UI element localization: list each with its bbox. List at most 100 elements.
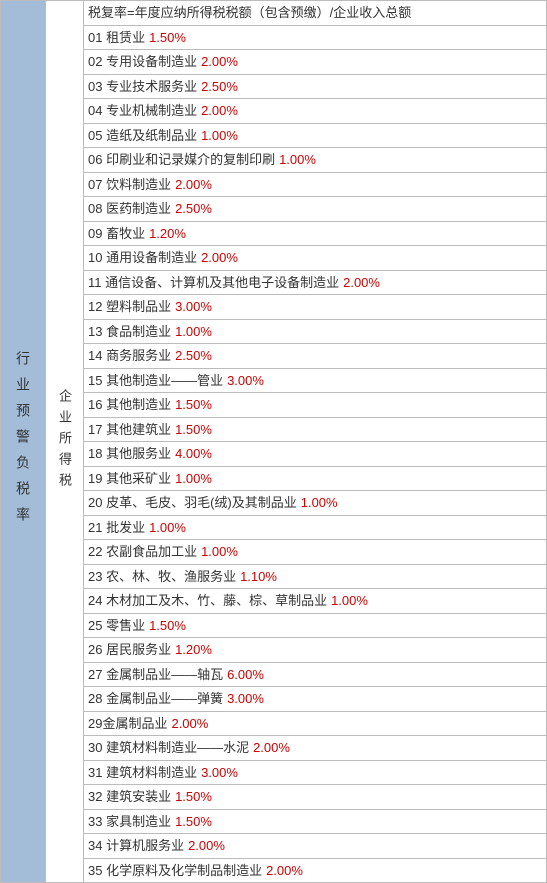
table-row: 07 饮料制造业2.00%	[84, 173, 546, 198]
row-label: 03 专业技术服务业	[88, 77, 197, 97]
table-row: 28 金属制品业——弹簧3.00%	[84, 687, 546, 712]
table-row: 26 居民服务业1.20%	[84, 638, 546, 663]
table-row: 18 其他服务业4.00%	[84, 442, 546, 467]
table-row: 14 商务服务业2.50%	[84, 344, 546, 369]
table-row: 17 其他建筑业1.50%	[84, 418, 546, 443]
table-row: 05 造纸及纸制品业1.00%	[84, 124, 546, 149]
row-percentage: 2.50%	[175, 346, 212, 366]
table-row: 06 印刷业和记录媒介的复制印刷1.00%	[84, 148, 546, 173]
row-percentage: 1.00%	[279, 150, 316, 170]
row-label: 28 金属制品业——弹簧	[88, 689, 223, 709]
row-percentage: 2.00%	[175, 175, 212, 195]
row-percentage: 1.00%	[201, 126, 238, 146]
row-percentage: 2.00%	[188, 836, 225, 856]
table-row: 13 食品制造业1.00%	[84, 320, 546, 345]
row-label: 23 农、林、牧、渔服务业	[88, 567, 236, 587]
table-row: 29金属制品业2.00%	[84, 712, 546, 737]
table-row: 10 通用设备制造业2.00%	[84, 246, 546, 271]
mid-header-cell: 企业所得税	[46, 1, 84, 882]
row-percentage: 2.00%	[266, 861, 303, 881]
table-row: 03 专业技术服务业2.50%	[84, 75, 546, 100]
row-percentage: 2.00%	[201, 52, 238, 72]
row-percentage: 1.00%	[149, 518, 186, 538]
table-row: 32 建筑安装业1.50%	[84, 785, 546, 810]
table-row: 01 租赁业1.50%	[84, 26, 546, 51]
row-percentage: 2.00%	[201, 101, 238, 121]
row-label: 16 其他制造业	[88, 395, 171, 415]
row-percentage: 2.00%	[253, 738, 290, 758]
row-label: 31 建筑材料制造业	[88, 763, 197, 783]
table-row: 15 其他制造业——管业3.00%	[84, 369, 546, 394]
table-row: 08 医药制造业2.50%	[84, 197, 546, 222]
row-label: 05 造纸及纸制品业	[88, 126, 197, 146]
table-row: 25 零售业1.50%	[84, 614, 546, 639]
row-label: 09 畜牧业	[88, 224, 145, 244]
row-label: 24 木材加工及木、竹、藤、棕、草制品业	[88, 591, 327, 611]
row-label: 10 通用设备制造业	[88, 248, 197, 268]
row-label: 25 零售业	[88, 616, 145, 636]
row-label: 19 其他采矿业	[88, 469, 171, 489]
row-label: 06 印刷业和记录媒介的复制印刷	[88, 150, 275, 170]
row-label: 29金属制品业	[88, 714, 167, 734]
row-percentage: 1.00%	[175, 322, 212, 342]
row-percentage: 1.50%	[149, 616, 186, 636]
table-row: 02 专用设备制造业2.00%	[84, 50, 546, 75]
row-label: 34 计算机服务业	[88, 836, 184, 856]
table-row: 11 通信设备、计算机及其他电子设备制造业2.00%	[84, 271, 546, 296]
table-row: 23 农、林、牧、渔服务业1.10%	[84, 565, 546, 590]
row-label: 08 医药制造业	[88, 199, 171, 219]
row-percentage: 3.00%	[175, 297, 212, 317]
row-label: 12 塑料制品业	[88, 297, 171, 317]
table-row: 21 批发业1.00%	[84, 516, 546, 541]
row-percentage: 1.20%	[175, 640, 212, 660]
row-label: 04 专业机械制造业	[88, 101, 197, 121]
formula-text: 税复率=年度应纳所得税税额（包含预缴）/企业收入总额	[88, 3, 411, 23]
row-label: 14 商务服务业	[88, 346, 171, 366]
rows-container: 税复率=年度应纳所得税税额（包含预缴）/企业收入总额 01 租赁业1.50%02…	[84, 1, 546, 882]
row-percentage: 6.00%	[227, 665, 264, 685]
row-percentage: 1.50%	[149, 28, 186, 48]
row-percentage: 4.00%	[175, 444, 212, 464]
table-row: 12 塑料制品业3.00%	[84, 295, 546, 320]
row-percentage: 1.20%	[149, 224, 186, 244]
table-row: 33 家具制造业1.50%	[84, 810, 546, 835]
row-percentage: 3.00%	[227, 689, 264, 709]
row-label: 13 食品制造业	[88, 322, 171, 342]
row-label: 01 租赁业	[88, 28, 145, 48]
row-percentage: 2.00%	[171, 714, 208, 734]
row-percentage: 2.00%	[201, 248, 238, 268]
tax-rate-table: 行业预警负税率 企业所得税 税复率=年度应纳所得税税额（包含预缴）/企业收入总额…	[0, 0, 547, 883]
row-label: 27 金属制品业——轴瓦	[88, 665, 223, 685]
table-row: 20 皮革、毛皮、羽毛(绒)及其制品业1.00%	[84, 491, 546, 516]
table-row: 27 金属制品业——轴瓦6.00%	[84, 663, 546, 688]
row-percentage: 2.50%	[175, 199, 212, 219]
table-row: 16 其他制造业1.50%	[84, 393, 546, 418]
table-row: 22 农副食品加工业1.00%	[84, 540, 546, 565]
row-label: 20 皮革、毛皮、羽毛(绒)及其制品业	[88, 493, 297, 513]
table-row: 24 木材加工及木、竹、藤、棕、草制品业1.00%	[84, 589, 546, 614]
row-percentage: 1.00%	[175, 469, 212, 489]
row-percentage: 2.00%	[343, 273, 380, 293]
left-header-cell: 行业预警负税率	[1, 1, 46, 882]
table-row: 34 计算机服务业2.00%	[84, 834, 546, 859]
table-row: 09 畜牧业1.20%	[84, 222, 546, 247]
table-row: 19 其他采矿业1.00%	[84, 467, 546, 492]
formula-row: 税复率=年度应纳所得税税额（包含预缴）/企业收入总额	[84, 1, 546, 26]
left-header-text: 行业预警负税率	[13, 351, 33, 533]
row-percentage: 1.00%	[331, 591, 368, 611]
row-label: 32 建筑安装业	[88, 787, 171, 807]
mid-header-text: 企业所得税	[55, 389, 74, 494]
row-label: 33 家具制造业	[88, 812, 171, 832]
row-label: 11 通信设备、计算机及其他电子设备制造业	[88, 273, 339, 293]
row-percentage: 1.10%	[240, 567, 277, 587]
row-percentage: 1.50%	[175, 420, 212, 440]
row-percentage: 1.50%	[175, 787, 212, 807]
row-percentage: 1.00%	[301, 493, 338, 513]
table-row: 30 建筑材料制造业——水泥2.00%	[84, 736, 546, 761]
row-label: 21 批发业	[88, 518, 145, 538]
row-label: 26 居民服务业	[88, 640, 171, 660]
row-label: 17 其他建筑业	[88, 420, 171, 440]
row-percentage: 1.50%	[175, 395, 212, 415]
row-percentage: 1.00%	[201, 542, 238, 562]
row-label: 35 化学原料及化学制品制造业	[88, 861, 262, 881]
